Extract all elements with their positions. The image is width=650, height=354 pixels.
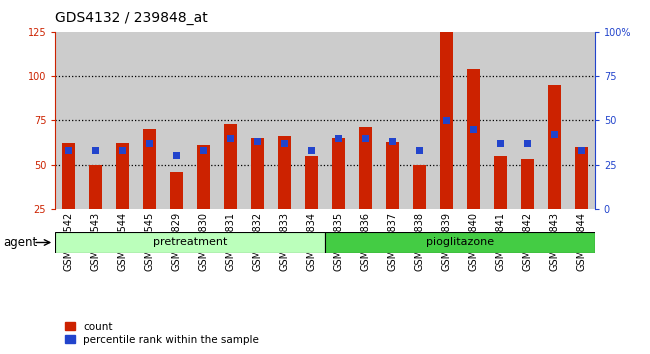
Bar	[271, 32, 298, 209]
Bar	[200, 147, 207, 154]
Bar	[443, 117, 450, 124]
Bar	[82, 32, 109, 209]
FancyBboxPatch shape	[325, 232, 595, 253]
Bar	[298, 32, 325, 209]
Text: pioglitazone: pioglitazone	[426, 238, 494, 247]
Bar	[335, 135, 342, 142]
Bar	[460, 32, 487, 209]
Bar	[92, 147, 99, 154]
Bar	[470, 126, 477, 133]
Bar	[413, 165, 426, 209]
Bar	[389, 138, 396, 145]
Bar	[521, 159, 534, 209]
Bar	[416, 147, 423, 154]
Bar	[109, 32, 136, 209]
Bar	[224, 124, 237, 209]
Bar	[568, 32, 595, 209]
Bar	[467, 69, 480, 209]
Bar	[217, 32, 244, 209]
Bar	[55, 32, 83, 209]
Bar	[62, 143, 75, 209]
Bar	[385, 142, 399, 209]
Bar	[514, 32, 541, 209]
Bar	[352, 32, 379, 209]
Legend: count, percentile rank within the sample: count, percentile rank within the sample	[60, 317, 263, 349]
Text: pretreatment: pretreatment	[153, 238, 228, 247]
Bar	[379, 32, 406, 209]
Bar	[433, 32, 460, 209]
Bar	[524, 140, 531, 147]
Bar	[325, 32, 352, 209]
Bar	[136, 32, 163, 209]
Bar	[541, 32, 568, 209]
Bar	[493, 156, 507, 209]
Bar	[163, 32, 190, 209]
Bar	[281, 140, 288, 147]
Bar	[278, 136, 291, 209]
FancyBboxPatch shape	[55, 232, 325, 253]
Bar	[116, 143, 129, 209]
Bar	[547, 85, 561, 209]
Bar	[578, 147, 585, 154]
Bar	[305, 156, 318, 209]
Bar	[190, 32, 217, 209]
Bar	[173, 152, 180, 159]
Bar	[251, 138, 265, 209]
Bar	[170, 172, 183, 209]
Bar	[254, 138, 261, 145]
Bar	[89, 165, 103, 209]
Bar	[197, 145, 211, 209]
Bar	[244, 32, 271, 209]
Bar	[119, 147, 126, 154]
Bar	[551, 131, 558, 138]
Bar	[362, 135, 369, 142]
Bar	[487, 32, 514, 209]
Text: GDS4132 / 239848_at: GDS4132 / 239848_at	[55, 11, 208, 25]
Bar	[406, 32, 433, 209]
Text: agent: agent	[3, 236, 38, 249]
Bar	[146, 140, 153, 147]
Bar	[359, 127, 372, 209]
Bar	[575, 147, 588, 209]
Bar	[332, 138, 345, 209]
Bar	[308, 147, 315, 154]
Bar	[439, 32, 453, 209]
Bar	[227, 135, 234, 142]
Bar	[143, 129, 157, 209]
Bar	[497, 140, 504, 147]
Bar	[65, 147, 72, 154]
